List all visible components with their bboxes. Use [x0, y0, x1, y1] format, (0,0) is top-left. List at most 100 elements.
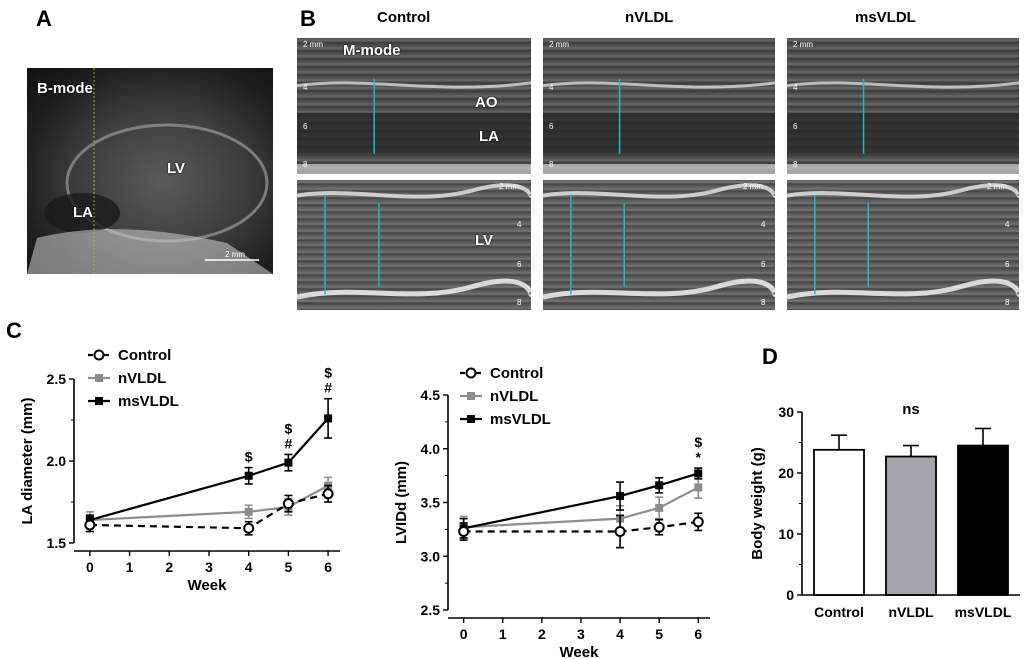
- y-axis-label: LVIDd (mm): [393, 461, 410, 544]
- scale-label: 2 mm: [549, 40, 569, 49]
- x-tick-label: 6: [694, 626, 702, 642]
- x-tick-label: 1: [499, 626, 507, 642]
- septum-trace: [297, 183, 531, 199]
- y-tick-label: 3.0: [421, 548, 441, 564]
- y-tick-label: 4.5: [421, 387, 441, 403]
- b-mode-label: B-mode: [37, 80, 93, 97]
- legend-label-msvldl: msVLDL: [490, 411, 551, 428]
- aortic-wall-trace: [543, 81, 775, 89]
- y-tick-label: 0: [786, 587, 794, 603]
- depth-tick-label: 6: [303, 122, 308, 131]
- depth-tick-label: 8: [303, 160, 308, 169]
- legend-label-control: Control: [118, 347, 171, 364]
- column-header-msvldl: msVLDL: [855, 9, 916, 26]
- panel-letter-d: D: [762, 344, 778, 369]
- scale-bar-label: 2 mm: [225, 250, 245, 259]
- bar-msvldl: [957, 444, 1009, 596]
- aortic-wall-trace: [787, 81, 1019, 89]
- scale-label: 2 mm: [499, 182, 519, 191]
- bar-nvldl: [885, 455, 937, 596]
- data-point-msvldl: [284, 458, 293, 467]
- m-mode-image-aorta: 2 mm 4 6 8: [787, 38, 1019, 174]
- posterior-wall-band: [787, 164, 1019, 174]
- x-tick-label: 3: [577, 626, 585, 642]
- data-point-msvldl: [324, 414, 333, 423]
- x-tick-label: nVLDL: [888, 604, 934, 620]
- depth-tick-label: 8: [761, 298, 766, 307]
- posterior-wall-trace: [297, 278, 531, 300]
- x-tick-label: 4: [245, 559, 253, 575]
- depth-tick-label: 6: [549, 122, 554, 131]
- legend-marker: [467, 392, 475, 400]
- m-mode-image-lv: 2 mm 4 6 8 LV: [297, 180, 531, 310]
- depth-tick-label: 4: [761, 220, 766, 229]
- la-chamber-band: [297, 112, 531, 154]
- significance-marker: $: [245, 449, 253, 465]
- posterior-wall-trace: [543, 278, 775, 300]
- data-point-nvldl: [694, 483, 703, 492]
- ao-label: AO: [475, 94, 498, 111]
- la-chamber-band: [787, 112, 1019, 154]
- data-point-nvldl: [244, 507, 253, 516]
- m-mode-label: M-mode: [343, 42, 401, 59]
- data-point-control: [614, 526, 626, 538]
- m-mode-trace: [543, 78, 775, 174]
- m-mode-trace: [543, 183, 775, 300]
- x-axis-label: Week: [188, 577, 228, 594]
- data-point-control: [458, 526, 470, 538]
- series-line-nvldl: [89, 484, 329, 522]
- scale-label: 2 mm: [743, 182, 763, 191]
- x-tick-label: 2: [538, 626, 546, 642]
- depth-tick-label: 4: [549, 83, 554, 92]
- x-tick-label: 5: [655, 626, 663, 642]
- x-tick-label: 4: [616, 626, 624, 642]
- x-tick-label: Control: [814, 604, 864, 620]
- la-label: LA: [479, 128, 499, 145]
- y-tick-label: 30: [778, 404, 794, 420]
- x-tick-label: 3: [205, 559, 213, 575]
- legend-label-nvldl: nVLDL: [118, 370, 166, 387]
- body-weight-chart: 0 10 20 30 Body weight (g) Control nVLDL msVLDL…: [749, 401, 1020, 620]
- y-tick-label: 4.0: [421, 441, 441, 457]
- depth-tick-label: 4: [517, 220, 522, 229]
- m-mode-image-aorta: 2 mm 4 6 8: [543, 38, 775, 174]
- x-tick-label: 2: [165, 559, 173, 575]
- depth-tick-label: 6: [793, 122, 798, 131]
- septum-trace: [543, 183, 775, 199]
- panel-letter-c: C: [6, 318, 22, 343]
- y-tick-label: 2.0: [47, 453, 67, 469]
- significance-marker: $: [694, 434, 702, 450]
- depth-tick-label: 6: [517, 260, 522, 269]
- y-tick-label: 10: [778, 526, 794, 542]
- legend-label-control: Control: [490, 365, 543, 382]
- data-point-control: [322, 488, 334, 500]
- series-line-nvldl: [463, 486, 699, 529]
- legend-label-nvldl: nVLDL: [490, 388, 538, 405]
- x-tick-label: 6: [324, 559, 332, 575]
- posterior-wall-band: [543, 164, 775, 174]
- y-tick-label: 2.5: [421, 602, 441, 618]
- lv-label: LV: [167, 160, 186, 177]
- column-header-control: Control: [377, 9, 431, 26]
- lvidd-chart: 2.5 3.0 3.5 4.0 4.5 0 1 2 3 4 5 6 Week LVIDd (mm) $* Co…: [393, 365, 710, 659]
- panel-letter-b: B: [300, 6, 316, 31]
- legend-marker: [465, 367, 477, 379]
- data-point-msvldl: [616, 492, 625, 501]
- x-axis-label: Week: [560, 644, 600, 659]
- x-tick-label: 1: [126, 559, 134, 575]
- depth-tick-label: 4: [1005, 220, 1010, 229]
- depth-tick-label: 8: [1005, 298, 1010, 307]
- y-axis-label: LA diameter (mm): [19, 398, 36, 525]
- significance-marker: #: [284, 435, 292, 451]
- data-point-msvldl: [694, 469, 703, 478]
- la-label: LA: [73, 204, 93, 221]
- series-line-control: [89, 492, 329, 530]
- m-mode-image-lv: 2 mm 4 6 8: [543, 180, 775, 310]
- data-point-control: [243, 522, 255, 534]
- x-tick-label: 5: [284, 559, 292, 575]
- legend-marker: [95, 397, 103, 405]
- data-point-control: [692, 516, 704, 528]
- series-line-msvldl: [463, 472, 699, 530]
- series-line-msvldl: [89, 417, 329, 522]
